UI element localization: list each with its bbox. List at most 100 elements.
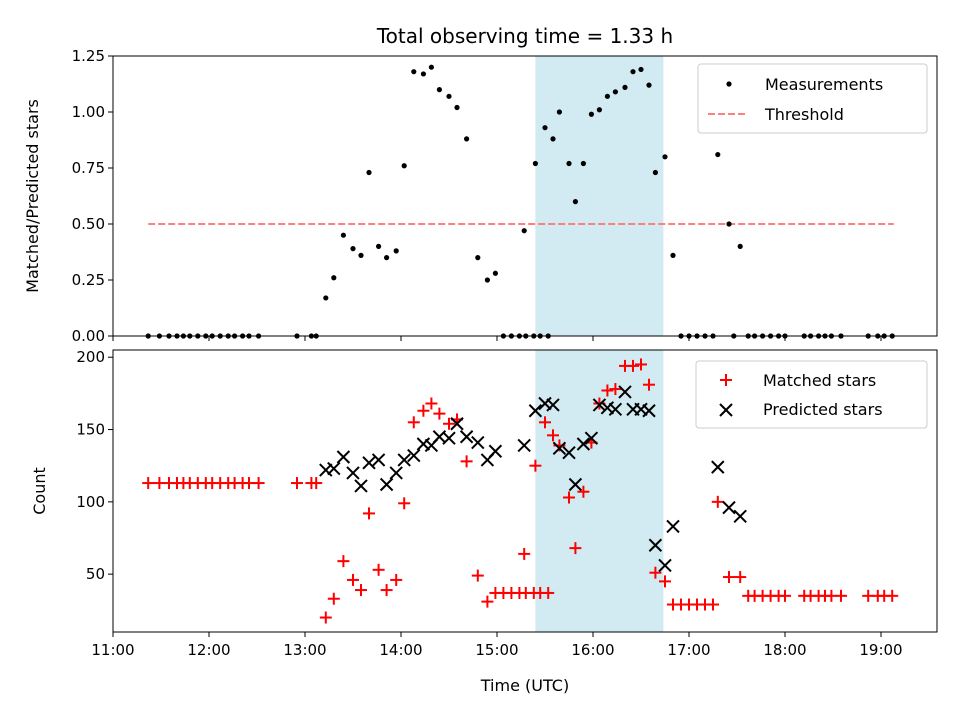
y-tick-label: 100 <box>76 493 105 511</box>
y-tick-label: 0.50 <box>72 215 105 233</box>
data-point-matched <box>711 495 724 508</box>
marker-stroke <box>562 445 576 460</box>
marker-stroke <box>389 466 403 480</box>
data-point-measurement <box>612 89 619 95</box>
marker-stroke <box>733 509 747 524</box>
data-point-matched <box>319 611 332 624</box>
data-point-predicted <box>528 404 543 418</box>
data-point-predicted <box>722 500 736 515</box>
marker-stroke <box>488 444 503 458</box>
legend-frame <box>695 360 928 429</box>
data-point-matched <box>252 477 265 490</box>
data-point-matched <box>734 571 747 584</box>
x-tick-label: 12:00 <box>187 641 230 659</box>
data-point-measurement <box>630 69 636 75</box>
marker-stroke <box>371 453 386 467</box>
marker-stroke <box>517 438 531 453</box>
data-point-measurement <box>331 275 337 281</box>
data-point-measurement <box>550 136 556 142</box>
data-point-matched <box>886 589 899 602</box>
data-point-measurement <box>646 82 652 88</box>
data-point-matched <box>142 477 155 490</box>
y-tick-label: 150 <box>76 421 105 439</box>
y-axis-label: Matched/Predicted stars <box>23 99 42 293</box>
x-tick-label: 13:00 <box>283 641 326 659</box>
data-point-measurement <box>358 252 364 258</box>
data-point-measurement <box>411 69 417 75</box>
data-point-measurement <box>366 169 372 176</box>
data-point-measurement <box>484 277 490 283</box>
data-point-matched <box>835 589 847 602</box>
x-axis-ticks <box>112 336 882 341</box>
data-point-measurement <box>622 84 628 90</box>
marker-stroke <box>648 538 663 552</box>
data-point-matched <box>291 477 303 490</box>
data-point-measurement <box>670 252 676 258</box>
data-point-matched <box>471 569 484 582</box>
data-point-matched <box>407 416 420 429</box>
data-point-predicted <box>733 509 747 524</box>
data-point-measurement <box>446 93 452 99</box>
x-axis: 11:00 12:00 13:00 14:00 15:00 16:00 17:00 18:00… <box>91 632 903 659</box>
y-axis: 50 100 150 200 <box>76 348 113 583</box>
data-point-predicted <box>346 466 360 480</box>
y-axis-label: Count <box>30 467 49 515</box>
data-point-measurement <box>393 248 399 254</box>
data-point-measurement <box>715 151 721 158</box>
data-point-matched <box>417 404 430 417</box>
data-point-measurement <box>454 104 460 111</box>
marker-stroke <box>546 398 560 412</box>
marker-stroke <box>319 463 333 477</box>
data-point-matched <box>609 383 622 396</box>
marker-stroke <box>592 398 607 412</box>
data-point-matched <box>372 563 385 576</box>
data-point-measurement <box>737 243 743 249</box>
data-point-matched <box>481 595 494 608</box>
data-point-predicted <box>552 441 567 456</box>
marker-stroke <box>711 460 725 474</box>
marker-stroke <box>722 500 736 515</box>
marker-stroke <box>407 448 421 463</box>
data-point-matched <box>539 416 551 429</box>
data-point-predicted <box>711 460 725 474</box>
marker-stroke <box>471 435 485 450</box>
x-tick-label: 18:00 <box>763 641 806 659</box>
data-point-measurement <box>492 270 498 276</box>
count-panel: 50 100 150 200 11:00 12:00 13:00 14:00 15:00 16:… <box>30 348 938 695</box>
data-point-matched <box>569 542 582 555</box>
data-point-predicted <box>389 466 403 480</box>
data-point-predicted <box>634 402 648 416</box>
data-point-predicted <box>407 448 421 463</box>
marker-stroke <box>552 441 567 456</box>
legend-label-predicted: Predicted stars <box>763 400 883 419</box>
marker-stroke <box>584 431 599 445</box>
data-point-predicted <box>379 477 394 492</box>
data-point-predicted <box>562 445 576 460</box>
data-point-measurement <box>475 255 481 261</box>
data-point-matched <box>347 573 359 586</box>
data-point-matched <box>518 547 531 560</box>
marker-stroke <box>397 453 411 467</box>
data-point-matched <box>659 575 671 588</box>
data-point-predicted <box>362 456 376 470</box>
data-point-matched <box>327 592 340 605</box>
data-point-predicted <box>354 479 368 493</box>
data-point-matched <box>529 459 542 472</box>
data-point-matched <box>542 586 555 599</box>
data-point-predicted <box>450 417 464 431</box>
marker-stroke <box>634 402 648 416</box>
data-point-matched <box>627 359 639 372</box>
x-axis-label: Time (UTC) <box>480 676 569 695</box>
data-point-predicted <box>642 404 656 418</box>
chart-title: Total observing time = 1.33 h <box>376 24 673 48</box>
data-point-measurement <box>376 243 382 249</box>
marker-stroke <box>600 401 615 415</box>
data-point-predicted <box>666 519 680 534</box>
marker-stroke <box>362 456 376 470</box>
data-point-measurement <box>436 87 442 93</box>
y-tick-label: 1.25 <box>72 47 105 65</box>
data-point-measurement <box>638 66 644 73</box>
marker-stroke <box>459 430 474 444</box>
data-point-predicted <box>442 431 456 445</box>
